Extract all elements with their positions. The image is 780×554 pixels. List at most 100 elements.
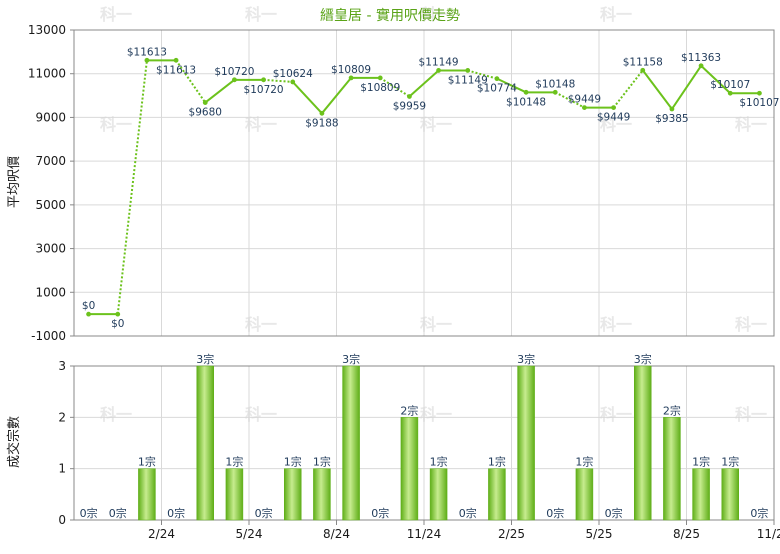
line-data-label: $9449 (597, 112, 630, 124)
line-data-label: $9449 (568, 94, 601, 106)
watermark-text: 科一 (420, 115, 452, 134)
bar-data-label: 0宗 (459, 506, 477, 520)
bar-data-label: 1宗 (488, 455, 506, 469)
bar-data-label: 0宗 (167, 506, 185, 520)
bar (634, 365, 652, 521)
line-point (698, 63, 704, 69)
line-point (319, 110, 325, 116)
top-ytick-label: 5000 (35, 198, 66, 212)
line-point (86, 311, 91, 317)
line-point (523, 89, 529, 95)
line-data-label: $11149 (419, 56, 459, 68)
line-data-label: $11363 (681, 52, 721, 64)
top-ytick-label: -1000 (31, 329, 66, 343)
line-data-label: $11149 (448, 74, 488, 86)
watermark-text: 科一 (100, 115, 132, 134)
chart-title: 縉皇居 - 實用呎價走勢 (320, 7, 460, 24)
line-data-label: $10774 (477, 83, 517, 95)
line-segment (671, 65, 702, 110)
top-ytick-label: 7000 (35, 154, 66, 168)
line-data-label: $10809 (331, 64, 371, 76)
line-data-label: $10148 (535, 78, 575, 90)
line-data-label: $11158 (623, 56, 663, 68)
watermark-text: 科一 (245, 5, 277, 24)
watermark-text: 科一 (600, 115, 632, 134)
bottom-xtick-label: 8/24 (323, 527, 350, 541)
top-plot-frame (73, 29, 775, 337)
bar-data-label: 2宗 (663, 403, 681, 417)
line-data-label: $10148 (506, 96, 546, 108)
line-segment (379, 77, 410, 98)
line-segment (292, 81, 323, 115)
line-segment (263, 78, 293, 83)
bar-data-label: 0宗 (605, 506, 623, 520)
bar-data-label: 0宗 (546, 506, 564, 520)
line-point (611, 105, 616, 111)
watermark-text: 科一 (245, 405, 277, 424)
top-ytick-label: 9000 (35, 110, 66, 124)
line-point (202, 100, 208, 105)
bar-data-label: 0宗 (371, 506, 389, 520)
line-data-label: $9188 (305, 117, 338, 129)
bar (488, 468, 506, 521)
line-segment (641, 69, 673, 110)
top-ytick-label: 1000 (35, 285, 66, 299)
line-segment (116, 60, 148, 315)
line-data-label: $9680 (189, 107, 222, 119)
bar-data-label: 3宗 (342, 352, 360, 366)
bar-data-label: 0宗 (109, 506, 127, 520)
line-data-label: $10809 (360, 82, 400, 94)
bar (575, 468, 594, 521)
watermark-text: 科一 (420, 5, 452, 24)
bar-data-label: 0宗 (80, 506, 98, 520)
line-segment (408, 69, 440, 98)
bottom-xtick-label: 11/24 (407, 527, 442, 541)
top-ytick-label: 11000 (28, 67, 66, 81)
line-segment (700, 65, 731, 94)
watermark-text: 科一 (600, 405, 632, 424)
bar-data-label: 3宗 (634, 352, 652, 366)
line-data-label: $9959 (393, 100, 426, 112)
bottom-xtick-label: 8/25 (673, 527, 700, 541)
line-point (552, 89, 558, 95)
watermark-text: 科一 (245, 115, 277, 134)
line-data-label: $10720 (214, 66, 254, 78)
line-point (436, 68, 441, 73)
bar (692, 468, 710, 521)
line-data-label: $10107 (739, 97, 779, 109)
bar (342, 365, 360, 521)
top-ytick-label: 3000 (35, 242, 66, 256)
bar-data-label: 1宗 (575, 455, 593, 469)
line-point (261, 77, 266, 83)
bottom-xtick-label: 11/25 (757, 527, 780, 541)
line-point (377, 75, 383, 81)
bar (400, 417, 419, 521)
line-point (115, 311, 121, 317)
bar (138, 468, 156, 521)
line-segment (612, 69, 644, 109)
bar-data-label: 0宗 (750, 506, 768, 520)
watermark-text: 科一 (600, 5, 632, 24)
bar (284, 468, 302, 521)
line-point (173, 57, 179, 63)
line-data-label: $10624 (273, 68, 313, 80)
watermark-text: 科一 (735, 315, 767, 334)
bar-data-label: 1宗 (692, 455, 710, 469)
bar-data-label: 1宗 (313, 455, 331, 469)
bar-data-label: 3宗 (196, 352, 214, 366)
bar (517, 365, 535, 521)
watermark-text: 科一 (735, 115, 767, 134)
line-point (757, 90, 762, 96)
line-data-label: $11613 (156, 64, 196, 76)
watermark-text: 科一 (420, 315, 452, 334)
line-point (144, 57, 150, 63)
line-data-label: $10720 (244, 84, 284, 96)
bottom-xtick-label: 2/25 (498, 527, 525, 541)
bar-data-label: 1宗 (430, 455, 448, 469)
bar (196, 365, 214, 521)
bottom-ytick-label: 2 (58, 410, 66, 424)
bottom-xtick-label: 2/24 (148, 527, 175, 541)
line-point (727, 90, 733, 96)
top-ylabel: 平均呎價 (7, 156, 22, 208)
line-segment (175, 59, 207, 104)
